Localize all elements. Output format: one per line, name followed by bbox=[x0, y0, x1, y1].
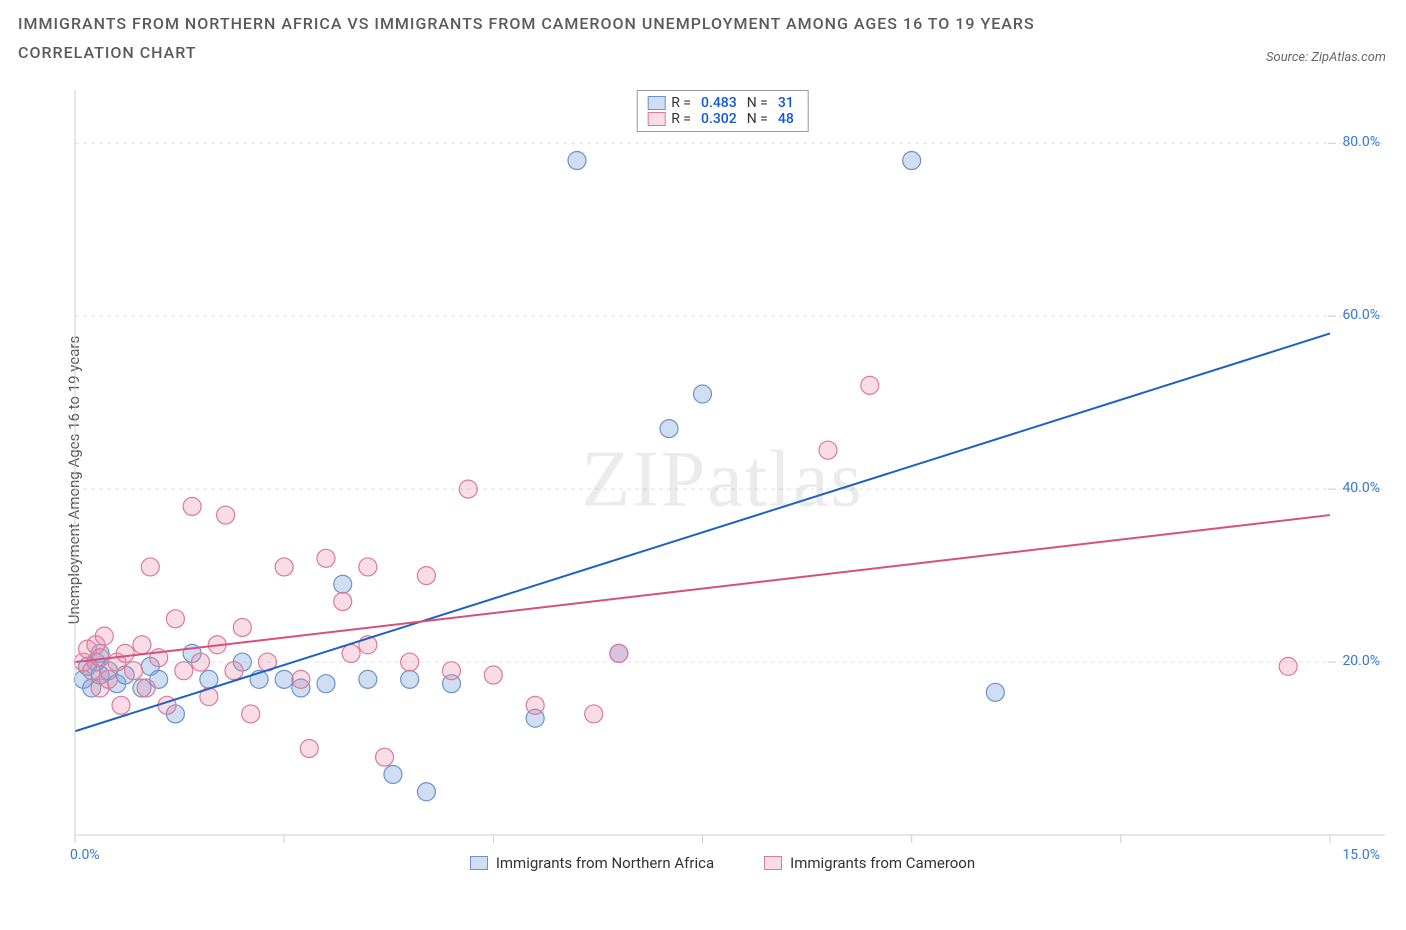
n-label: N = bbox=[747, 111, 768, 127]
y-tick-label: 20.0% bbox=[1342, 653, 1380, 669]
series2-name: Immigrants from Cameroon bbox=[790, 854, 975, 872]
title-line1: IMMIGRANTS FROM NORTHERN AFRICA VS IMMIG… bbox=[18, 10, 1388, 39]
series1-name: Immigrants from Northern Africa bbox=[496, 854, 714, 872]
y-tick-label: 80.0% bbox=[1342, 134, 1380, 150]
source-attribution: Source: ZipAtlas.com bbox=[1266, 50, 1386, 65]
legend-swatch-bottom-1 bbox=[470, 856, 488, 870]
scatter-plot bbox=[60, 90, 1385, 870]
chart-title-block: IMMIGRANTS FROM NORTHERN AFRICA VS IMMIG… bbox=[18, 10, 1388, 68]
bottom-legend: Immigrants from Northern Africa Immigran… bbox=[60, 854, 1385, 872]
chart-area: Unemployment Among Ages 16 to 19 years Z… bbox=[60, 90, 1385, 870]
legend-row-series1: R = 0.483 N = 31 bbox=[647, 95, 798, 111]
r-label: R = bbox=[671, 111, 691, 127]
title-line2: CORRELATION CHART bbox=[18, 39, 1388, 68]
r-value-series1: 0.483 bbox=[701, 95, 737, 111]
r-value-series2: 0.302 bbox=[701, 111, 737, 127]
y-tick-label: 60.0% bbox=[1342, 307, 1380, 323]
legend-swatch-bottom-2 bbox=[764, 856, 782, 870]
legend-swatch-series2 bbox=[647, 112, 665, 126]
n-value-series2: 48 bbox=[778, 111, 794, 127]
n-value-series1: 31 bbox=[778, 95, 794, 111]
correlation-legend-box: R = 0.483 N = 31 R = 0.302 N = 48 bbox=[636, 90, 809, 132]
legend-swatch-series1 bbox=[647, 96, 665, 110]
bottom-legend-item-2: Immigrants from Cameroon bbox=[764, 854, 975, 872]
n-label: N = bbox=[747, 95, 768, 111]
bottom-legend-item-1: Immigrants from Northern Africa bbox=[470, 854, 714, 872]
y-tick-label: 40.0% bbox=[1342, 480, 1380, 496]
legend-row-series2: R = 0.302 N = 48 bbox=[647, 111, 798, 127]
r-label: R = bbox=[671, 95, 691, 111]
